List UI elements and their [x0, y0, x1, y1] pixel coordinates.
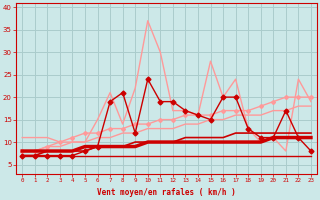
X-axis label: Vent moyen/en rafales ( km/h ): Vent moyen/en rafales ( km/h ) — [97, 188, 236, 197]
